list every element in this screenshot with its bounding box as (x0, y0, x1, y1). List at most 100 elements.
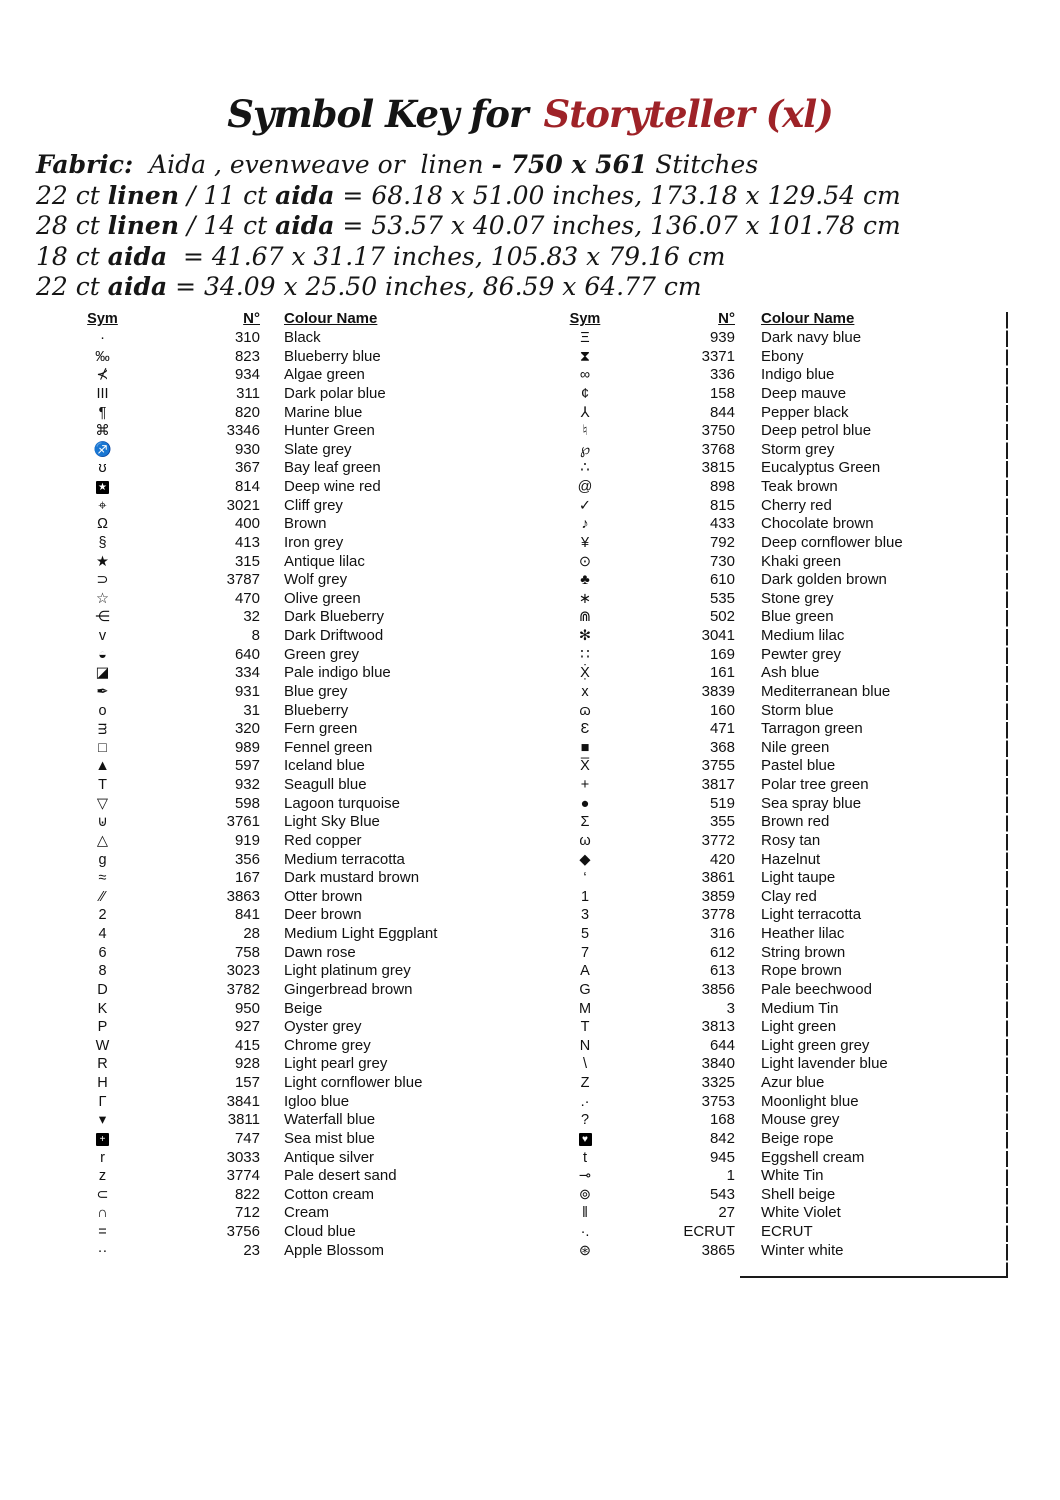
table-row: ⊀ 934 Algae green (60, 366, 500, 385)
stitch-symbol-glyph: W (95, 1037, 110, 1054)
thread-number-cell: 336 (709, 366, 735, 384)
table-row: ¥ 792 Deep cornflower blue (545, 534, 1007, 553)
colour-name-cell: Seagull blue (284, 776, 367, 793)
table-row: ⊍ 3761 Light Sky Blue (60, 813, 500, 832)
thread-number-cell: 3787 (226, 571, 260, 589)
thread-number-cell: 931 (234, 682, 260, 700)
colour-name-cell: Teak brown (761, 478, 838, 495)
colour-name-cell: Marine blue (284, 403, 363, 421)
thread-number-cell: 3023 (226, 962, 260, 980)
table-row: § 413 Iron grey (60, 534, 500, 553)
stitch-symbol-glyph: ♥ (578, 1132, 592, 1146)
table-row: ✻ 3041 Medium lilac (545, 627, 1007, 646)
thread-number-cell: ECRUT (683, 1223, 735, 1240)
table-row: ? 168 Mouse grey (545, 1111, 1007, 1130)
table-row: .· 3753 Moonlight blue (545, 1093, 1007, 1112)
colour-name-cell: String brown (761, 943, 846, 961)
table-row: ✒ 931 Blue grey (60, 683, 500, 702)
symbol-cell: ♐ (60, 441, 145, 460)
table-row: H 157 Light cornflower blue (60, 1074, 500, 1093)
stitch-symbol-glyph: ⊍ (97, 814, 108, 831)
colour-name-cell: Heather lilac (761, 925, 845, 942)
thread-number-cell: 3840 (701, 1055, 735, 1073)
symbol-cell: R (60, 1055, 145, 1074)
thread-number-cell: 815 (709, 496, 735, 514)
symbol-cell: + (545, 776, 625, 795)
stitch-symbol-glyph: ∷ (580, 646, 590, 663)
symbol-cell: ⊂ (60, 1186, 145, 1205)
colour-name-cell: Storm grey (761, 440, 835, 458)
symbol-key-column-left: Sym N° Colour Name · 310 Black ‰ 823 Blu… (60, 308, 500, 1260)
fabric-line: 28 ct linen / 14 ct aida = 53.57 x 40.07… (36, 211, 901, 241)
symbol-cell: r (60, 1149, 145, 1168)
thread-number-cell: 315 (234, 552, 260, 570)
thread-number-cell: 420 (709, 850, 735, 868)
symbol-cell: Ξ (545, 329, 625, 348)
stitch-symbol-glyph: z (98, 1168, 107, 1185)
thread-number-cell: 3813 (701, 1018, 735, 1036)
thread-number-cell: 989 (234, 738, 260, 756)
stitch-symbol-glyph: ∴ (580, 460, 590, 477)
symbol-cell: ◪ (60, 664, 145, 683)
table-row: 4 28 Medium Light Eggplant (60, 925, 500, 944)
colour-name-cell: Cream (284, 1204, 330, 1222)
table-row: ‰ 823 Blueberry blue (60, 348, 500, 367)
table-row: Γ 3841 Igloo blue (60, 1093, 500, 1112)
table-row: ɷ 160 Storm blue (545, 702, 1007, 721)
symbol-cell: ‰ (60, 348, 145, 367)
table-row: ⊂ 822 Cotton cream (60, 1186, 500, 1205)
colour-name-cell: Blueberry (284, 701, 349, 719)
symbol-cell: T (545, 1018, 625, 1037)
symbol-cell: ᴟ (60, 720, 145, 739)
colour-name-cell: Winter white (761, 1241, 844, 1259)
table-row: P 927 Oyster grey (60, 1018, 500, 1037)
table-row: ω 3772 Rosy tan (545, 832, 1007, 851)
thread-number-cell: 928 (234, 1055, 260, 1073)
symbol-cell: ⊛ (545, 1242, 625, 1261)
table-row: ¢ 158 Deep mauve (545, 385, 1007, 404)
stitch-symbol-glyph: ✓ (578, 497, 592, 514)
colour-name-cell: Deer brown (284, 906, 362, 924)
symbol-cell: ▲ (60, 757, 145, 776)
stitch-symbol-glyph: ⅄ (580, 404, 590, 421)
stitch-symbol-glyph: ? (580, 1112, 590, 1129)
symbol-cell: v (60, 627, 145, 646)
thread-number-cell: 3021 (226, 496, 260, 514)
fabric-line: 22 ct linen / 11 ct aida = 68.18 x 51.00… (36, 180, 901, 210)
colour-name-cell: Chocolate brown (761, 515, 874, 533)
table-row: ∞ 336 Indigo blue (545, 366, 1007, 385)
stitch-symbol-glyph: ∞ (579, 367, 591, 384)
colour-name-cell: Gingerbread brown (284, 980, 413, 998)
thread-number-cell: 367 (234, 459, 260, 477)
stitch-symbol-glyph: ʊ (98, 460, 107, 477)
stitch-symbol-glyph: T (98, 777, 107, 793)
thread-number-cell: 3755 (701, 757, 735, 775)
thread-number-cell: 32 (243, 608, 260, 626)
colour-name-cell: Pastel blue (761, 757, 836, 775)
colour-name-cell: Green grey (284, 645, 360, 663)
thread-number-cell: 730 (709, 552, 735, 570)
stitch-symbol-glyph: N (579, 1037, 591, 1054)
thread-number-cell: 930 (234, 440, 260, 458)
colour-name-cell: Khaki green (761, 552, 842, 570)
symbol-cell: 6 (60, 944, 145, 963)
stitch-symbol-glyph: ·. (580, 1224, 590, 1240)
thread-number-cell: 3778 (701, 906, 735, 924)
colour-name-cell: Algae green (284, 366, 365, 384)
table-row: ⌘ 3346 Hunter Green (60, 422, 500, 441)
colour-name-cell: Medium Light Eggplant (284, 925, 438, 942)
thread-number-cell: 3761 (226, 813, 260, 831)
colour-name-cell: Brown red (761, 813, 830, 831)
table-row: 8 3023 Light platinum grey (60, 962, 500, 981)
key-table-header: Sym N° Colour Name (545, 308, 1007, 329)
symbol-cell: ¢ (545, 385, 625, 404)
stitch-symbol-glyph: H (97, 1075, 108, 1091)
thread-number-cell: 814 (234, 478, 260, 495)
table-row: ¶ 820 Marine blue (60, 404, 500, 423)
colour-name-cell: Shell beige (761, 1185, 836, 1203)
stitch-symbol-glyph: ● (580, 795, 590, 812)
symbol-cell: W (60, 1037, 145, 1056)
symbol-cell: + (60, 1130, 145, 1149)
stitch-symbol-glyph: ✻ (578, 628, 592, 644)
table-row: ▲ 597 Iceland blue (60, 757, 500, 776)
